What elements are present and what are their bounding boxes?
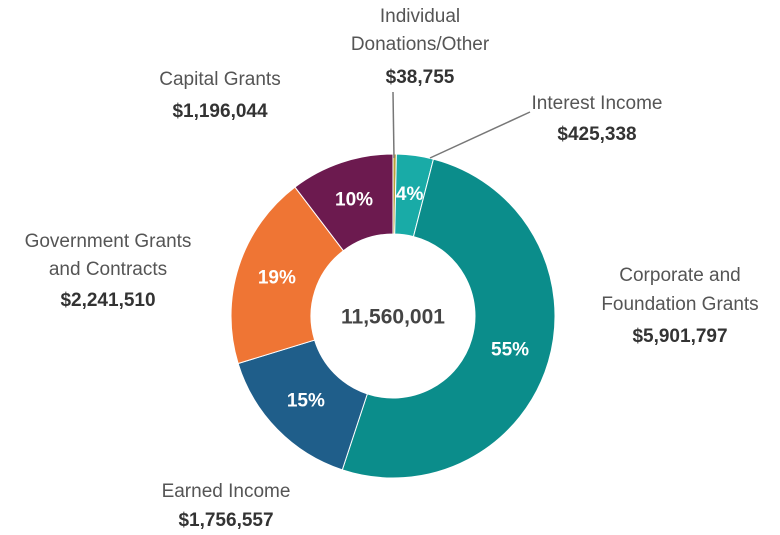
amount-label: $1,756,557 [178,510,273,531]
amount-label: $1,196,044 [172,101,268,122]
percent-label: 55% [491,339,529,360]
amount-label: $2,241,510 [60,290,155,311]
category-label: Government Grants and Contracts [25,231,192,280]
category-label: Interest Income [532,93,663,114]
leader-line [429,111,531,159]
percent-label: 15% [287,390,325,411]
category-label: Capital Grants [159,69,280,90]
leader-line [392,91,395,159]
category-label: Earned Income [162,481,291,502]
donut-segment [341,158,556,479]
center-total: 11,560,001 [341,306,445,329]
percent-label: 4% [396,184,424,205]
amount-label: $425,338 [557,124,636,145]
category-label: Corporate and Foundation Grants [601,265,758,315]
amount-label: $38,755 [386,67,455,88]
category-label: Individual Donations/Other [351,6,490,55]
donut-segment [294,153,394,252]
percent-label: 10% [335,189,373,210]
amount-label: $5,901,797 [632,326,727,347]
donut-segment [230,186,345,365]
percent-label: 19% [258,268,296,289]
